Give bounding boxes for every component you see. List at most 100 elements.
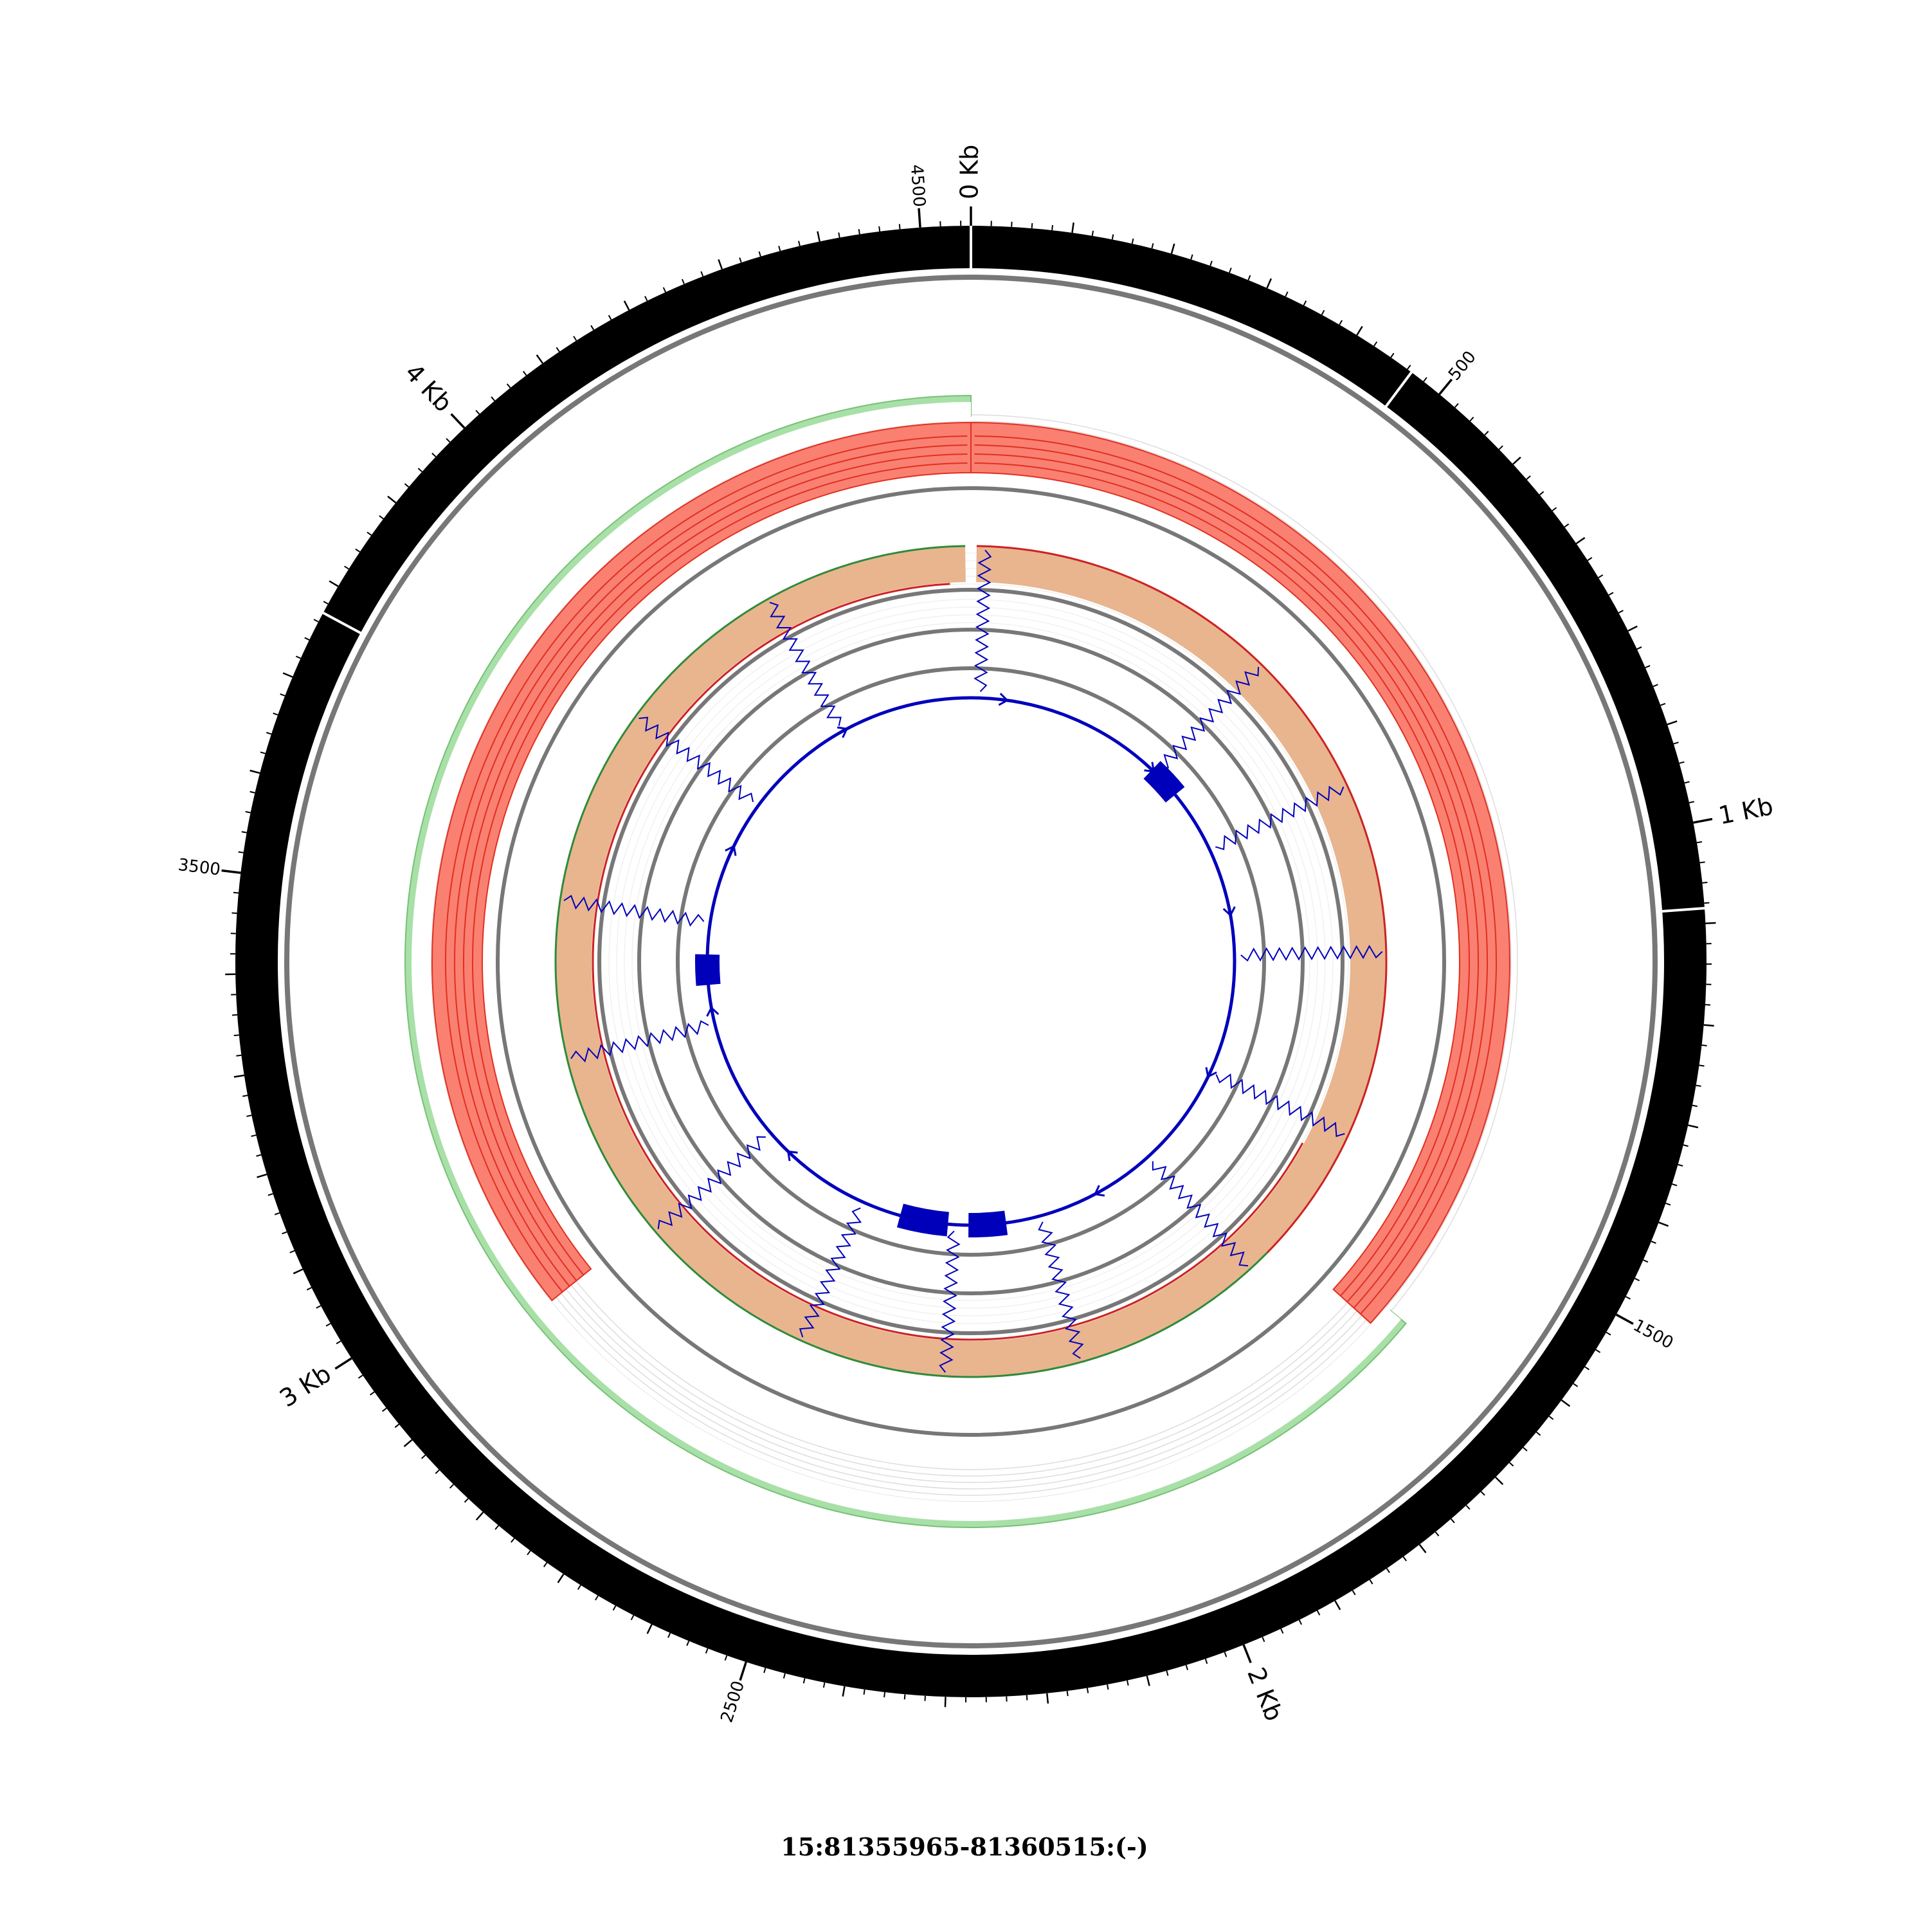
major-axis-label: 1 Kb — [1716, 792, 1775, 830]
axis-tick — [242, 1095, 248, 1096]
axis-tick — [307, 1288, 311, 1290]
axis-tick — [1692, 1106, 1698, 1107]
axis-tick — [370, 1392, 374, 1395]
axis-tick — [859, 229, 860, 234]
region-title: 15:81355965-81360515:(-) — [781, 1832, 1148, 1861]
axis-tick — [432, 453, 436, 457]
axis-tick — [1357, 327, 1362, 336]
axis-tick — [1644, 1260, 1648, 1262]
grid-ring — [632, 623, 1310, 1300]
major-axis-label: 2 Kb — [1242, 1663, 1288, 1725]
axis-tick — [1513, 457, 1521, 464]
axis-tick — [1552, 507, 1556, 511]
axis-tick — [260, 752, 266, 753]
axis-tick — [687, 1641, 689, 1646]
axis-tick — [1172, 244, 1174, 253]
axis-tick — [1702, 1045, 1707, 1046]
axis-tick — [290, 1251, 294, 1253]
axis-tick — [838, 233, 839, 238]
axis-tick — [316, 1306, 321, 1308]
axis-tick — [280, 694, 285, 696]
axis-tick — [305, 638, 309, 640]
axis-tick — [1370, 1580, 1372, 1584]
axis-tick — [1112, 234, 1114, 239]
axis-tick — [1688, 1125, 1698, 1128]
axis-tick — [1499, 446, 1503, 450]
minor-axis-label: 3500 — [177, 855, 221, 880]
axis-tick — [388, 497, 396, 503]
transcript-track — [696, 693, 1235, 1237]
axis-tick — [1539, 491, 1543, 495]
axis-tick — [1635, 1279, 1639, 1280]
axis-tick — [367, 533, 372, 536]
axis-tick — [1653, 684, 1658, 686]
axis-tick — [329, 581, 338, 586]
axis-tick — [1322, 310, 1325, 314]
axis-tick — [1699, 1065, 1705, 1066]
axis-tick — [282, 1232, 287, 1234]
axis-tick — [701, 271, 703, 276]
axis-tick — [1485, 432, 1489, 435]
axis-tick — [275, 1213, 280, 1215]
axis-tick — [1549, 1416, 1553, 1419]
axis-tick — [1047, 1693, 1048, 1704]
axis-tick — [246, 1115, 251, 1116]
axis-tick — [1665, 1203, 1671, 1205]
axis-tick — [1403, 1557, 1406, 1561]
grid-ring — [617, 607, 1325, 1316]
axis-tick — [718, 259, 721, 269]
axis-tick — [574, 336, 576, 341]
axis-tick — [379, 516, 383, 519]
axis-tick — [256, 1155, 261, 1156]
axis-tick — [1087, 1688, 1088, 1693]
axis-tick — [1072, 223, 1073, 233]
axis-tick — [283, 673, 293, 677]
density-band — [556, 547, 1386, 1376]
axis-tick — [1637, 647, 1642, 649]
axis-tick — [1132, 239, 1134, 244]
axis-tick — [1147, 1676, 1150, 1686]
axis-tick — [266, 733, 271, 734]
axis-tick — [668, 1633, 670, 1637]
axis-tick — [1032, 223, 1033, 228]
axis-tick — [1618, 610, 1623, 613]
axis-tick — [1451, 1519, 1454, 1523]
axis-tick — [395, 1424, 399, 1427]
axis-tick — [884, 1692, 885, 1697]
axis-tick — [1674, 742, 1679, 743]
axis-tick — [1229, 268, 1231, 272]
axis-tick — [465, 1499, 468, 1502]
axis-tick — [323, 601, 328, 604]
axis-tick — [1424, 378, 1427, 381]
axis-tick — [1606, 1333, 1611, 1335]
axis-tick — [824, 1682, 825, 1688]
minor-axis-label: 2500 — [717, 1679, 748, 1725]
axis-tick — [1210, 261, 1212, 266]
axis-tick — [1598, 575, 1603, 578]
density-track — [556, 546, 1386, 1377]
axis-tick — [1435, 1532, 1438, 1536]
axis-tick — [1693, 819, 1712, 823]
axis-tick — [1267, 278, 1271, 288]
axis-tick — [682, 279, 684, 284]
axis-tick — [1496, 1477, 1503, 1484]
axis-tick — [1573, 1383, 1578, 1387]
axis-tick — [1596, 1350, 1600, 1353]
axis-tick — [578, 1585, 581, 1590]
axis-tick — [268, 1194, 273, 1196]
axis-tick — [544, 1563, 547, 1567]
axis-tick — [1420, 1545, 1426, 1553]
axis-tick — [1191, 255, 1192, 260]
axis-tick — [1626, 1297, 1630, 1299]
axis-tick — [232, 1015, 237, 1016]
axis-tick — [1702, 882, 1707, 883]
axis-tick — [739, 258, 741, 263]
axis-tick — [1651, 1241, 1656, 1243]
axis-tick — [1704, 1025, 1714, 1026]
axis-tick — [1440, 379, 1452, 394]
axis-tick — [1027, 1695, 1028, 1700]
axis-tick — [1667, 721, 1677, 724]
grid-ring — [640, 630, 1302, 1293]
axis-tick — [1660, 704, 1665, 706]
